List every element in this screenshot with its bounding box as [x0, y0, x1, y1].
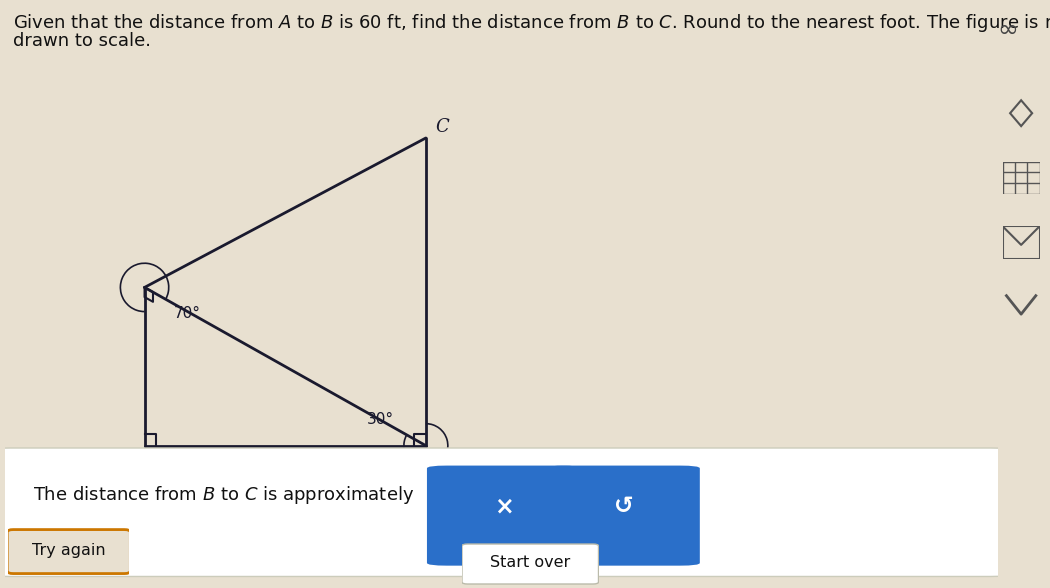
- FancyBboxPatch shape: [546, 466, 699, 566]
- Text: ∞: ∞: [998, 18, 1018, 42]
- Text: ft.: ft.: [613, 486, 632, 505]
- Text: drawn to scale.: drawn to scale.: [13, 32, 150, 51]
- Text: C: C: [435, 118, 448, 136]
- Text: 30°: 30°: [366, 412, 394, 427]
- Text: A: A: [119, 456, 131, 474]
- Text: Given that the distance from $A$ to $B$ is 60 ft, find the distance from $B$ to : Given that the distance from $A$ to $B$ …: [13, 12, 1050, 34]
- FancyBboxPatch shape: [0, 448, 1010, 576]
- Text: Try again: Try again: [32, 543, 106, 557]
- Text: B: B: [423, 456, 437, 474]
- Text: ×: ×: [495, 494, 514, 518]
- Text: 60 ft: 60 ft: [267, 463, 303, 477]
- Text: ↺: ↺: [613, 494, 633, 518]
- FancyBboxPatch shape: [427, 466, 581, 566]
- FancyBboxPatch shape: [462, 544, 598, 584]
- Text: 70°: 70°: [173, 306, 201, 321]
- FancyBboxPatch shape: [7, 530, 130, 573]
- Text: Start over: Start over: [490, 554, 570, 570]
- FancyBboxPatch shape: [546, 470, 613, 529]
- Text: The distance from $B$ to $C$ is approximately: The distance from $B$ to $C$ is approxim…: [33, 485, 414, 506]
